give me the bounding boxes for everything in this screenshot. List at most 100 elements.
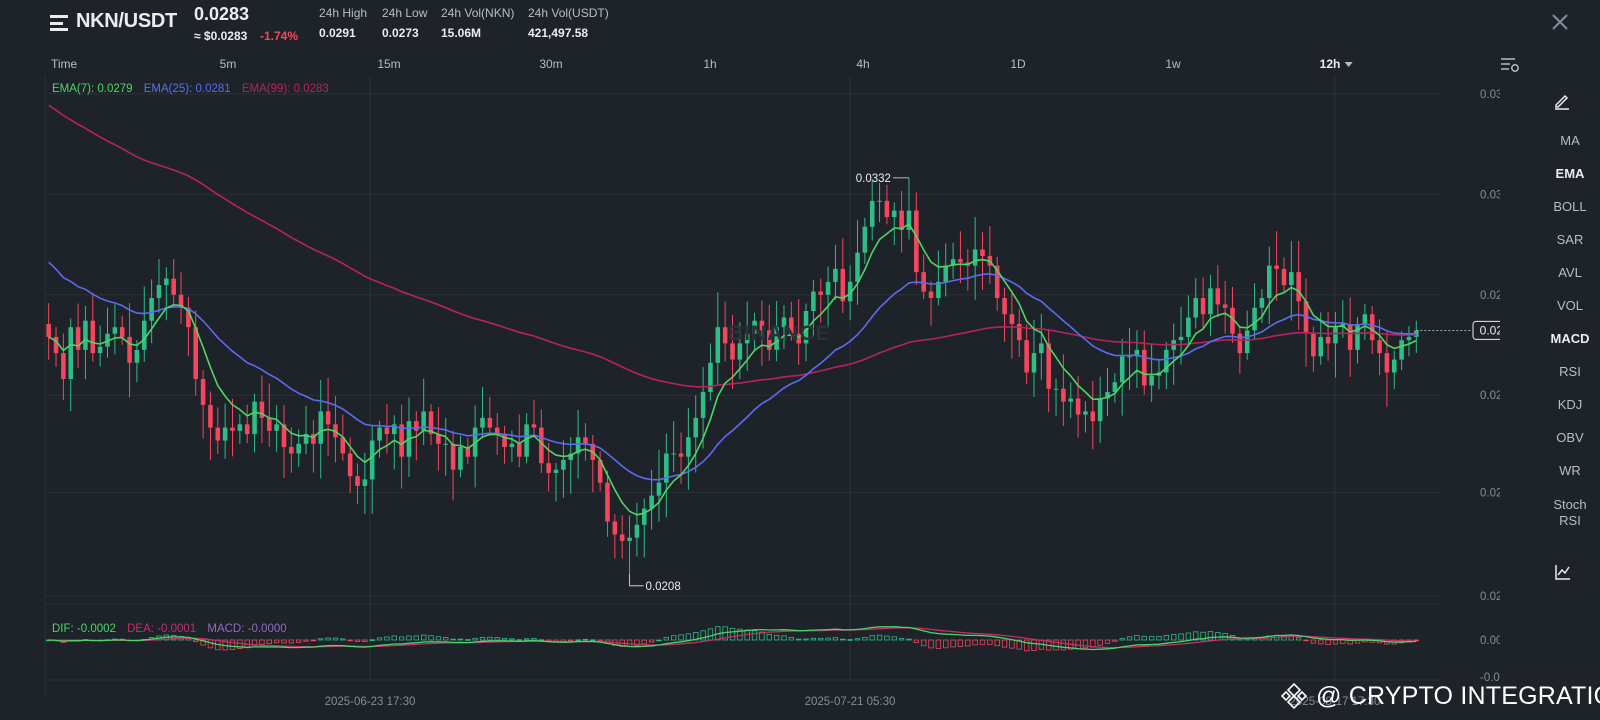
macd-bar <box>656 639 662 642</box>
candle-body <box>281 424 287 448</box>
indicator-ma[interactable]: MA <box>1560 133 1580 148</box>
y-tick-label: 0.0325 <box>1480 189 1500 201</box>
macd-bar <box>648 639 655 643</box>
candle-body <box>730 343 735 360</box>
candle-body <box>612 521 618 535</box>
indicator-stoch-rsi[interactable]: Stoch RSI <box>1553 497 1587 528</box>
indicator-vol[interactable]: VOL <box>1556 298 1583 313</box>
candle-body <box>1083 411 1088 415</box>
macd-bar <box>398 636 405 641</box>
macd-bar <box>663 636 670 641</box>
candle-body <box>259 401 265 418</box>
macd-bar <box>523 638 530 641</box>
indicator-wr[interactable]: WR <box>1559 463 1581 478</box>
candle-body <box>494 427 500 435</box>
candle-body <box>649 495 654 509</box>
interval-time[interactable]: Time <box>51 57 78 71</box>
macd-bar <box>472 638 478 641</box>
indicator-boll[interactable]: BOLL <box>1553 199 1587 214</box>
dif-line <box>48 626 1417 651</box>
candle-body <box>1296 272 1301 302</box>
indicator-macd[interactable]: MACD <box>1550 331 1590 346</box>
interval-1d[interactable]: 1D <box>1010 57 1026 71</box>
last-price: 0.0283 <box>194 4 250 24</box>
macd-panel <box>45 626 1420 652</box>
macd-bar <box>1119 638 1125 641</box>
macd-bar <box>1141 635 1147 641</box>
candle-body <box>671 453 676 455</box>
close-icon[interactable] <box>1550 12 1570 32</box>
candle-body <box>458 447 463 470</box>
candle-body <box>1105 391 1110 399</box>
macd-bar <box>259 639 265 645</box>
indicator-kdj[interactable]: KDJ <box>1557 397 1583 412</box>
macd-bar <box>810 637 817 641</box>
ema99-legend: EMA(99): 0.0283 <box>241 83 329 95</box>
chevron-down-icon <box>1344 62 1353 68</box>
candle-body <box>90 320 96 354</box>
macd-bar <box>1170 634 1177 641</box>
macd-bar <box>362 639 368 642</box>
candle-body <box>141 320 147 350</box>
pencil-icon[interactable] <box>1553 92 1571 110</box>
candle-body <box>193 327 199 380</box>
candle-body <box>171 278 176 295</box>
candle-body <box>627 537 632 541</box>
ema25-legend: EMA(25): 0.0281 <box>143 83 231 95</box>
macd-bar <box>1134 635 1140 641</box>
macd-bar <box>847 639 853 641</box>
indicator-rsi[interactable]: RSI <box>1559 364 1581 379</box>
candle-body <box>1274 265 1279 269</box>
interval-12h[interactable]: 12h <box>1320 57 1353 71</box>
macd-bar <box>318 638 324 641</box>
macd-bar <box>759 631 765 641</box>
y-tick-label: 0.0294 <box>1480 290 1500 302</box>
macd-bar <box>788 637 795 641</box>
last-price-tag <box>1472 320 1500 340</box>
candle-body <box>237 424 243 431</box>
candle-body <box>1134 349 1140 357</box>
candle-body <box>744 333 750 344</box>
candle-body <box>1303 301 1309 334</box>
macd-bar <box>376 637 383 641</box>
candle-body <box>97 346 103 354</box>
x-tick-label: 2025-07-21 05:30 <box>805 696 896 708</box>
interval-4h[interactable]: 4h <box>856 57 870 71</box>
interval-1h[interactable]: 1h <box>703 57 717 71</box>
macd-bar <box>803 638 809 641</box>
macd-bar <box>575 639 581 642</box>
indicator-obv[interactable]: OBV <box>1556 430 1584 445</box>
candle-body <box>825 281 831 295</box>
interval-1w[interactable]: 1w <box>1165 57 1181 71</box>
candle-body <box>539 427 544 464</box>
candle-body <box>605 482 610 522</box>
menu-icon[interactable] <box>50 15 68 31</box>
macd-bar <box>229 639 236 651</box>
indicator-avl[interactable]: AVL <box>1558 265 1582 280</box>
macd-bar <box>670 635 677 641</box>
macd-bar <box>340 638 346 641</box>
interval-5m[interactable]: 5m <box>219 57 237 71</box>
candle-body <box>1200 298 1206 315</box>
interval-30m[interactable]: 30m <box>539 57 563 71</box>
price-chart[interactable]: 0.0356 0.0325 0.0294 0.0263 0.0233 0.0201 0.00… <box>0 76 1500 720</box>
indicator-ema[interactable]: EMA <box>1555 166 1585 181</box>
chart-type-icon[interactable] <box>1554 563 1572 581</box>
candle-body <box>641 508 647 525</box>
candle-body <box>303 434 309 444</box>
macd-bar <box>193 639 199 643</box>
interval-15m[interactable]: 15m <box>377 57 401 71</box>
candle-body <box>568 453 574 460</box>
pair-name[interactable]: NKN/USDT <box>76 10 177 32</box>
grid <box>44 76 1440 696</box>
candle-body <box>1024 340 1029 373</box>
candle-body <box>414 421 419 431</box>
candle-body <box>156 285 162 299</box>
ema-lines <box>48 104 1417 516</box>
candle-body <box>524 424 529 457</box>
indicator-sar[interactable]: SAR <box>1556 232 1584 247</box>
macd-bar <box>1001 639 1008 648</box>
chart-settings-icon[interactable] <box>1500 57 1520 73</box>
macd-legend: DIF: -0.0002 DEA: -0.0001 MACD: -0.0000 <box>52 623 295 635</box>
last-price-tag-label: 0.0283 <box>1480 323 1500 337</box>
